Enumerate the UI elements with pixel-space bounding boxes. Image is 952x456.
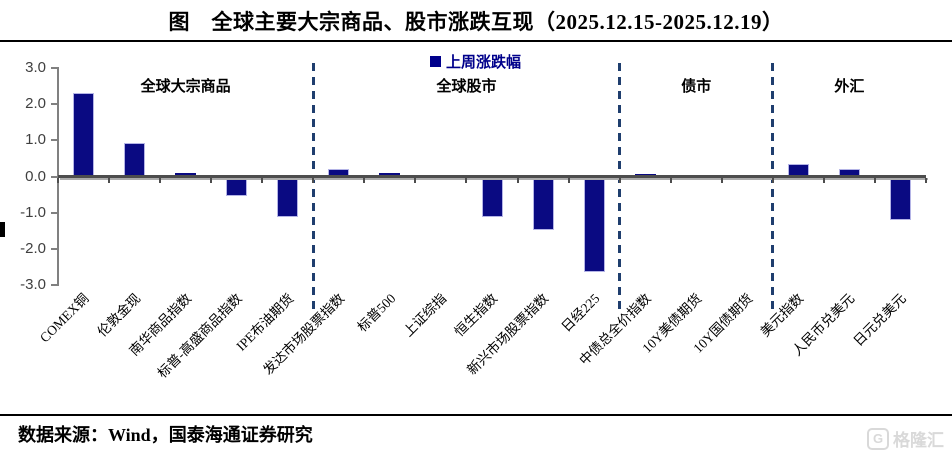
section-label: 全球大宗商品 [140, 79, 231, 95]
y-axis-tick-label: -1.0 [20, 203, 46, 221]
gelonghui-logo-icon: G [867, 427, 889, 450]
y-axis-tick [51, 67, 58, 69]
legend-label: 上周涨跌幅 [446, 55, 522, 71]
bar [583, 177, 605, 273]
x-axis-label: 美元指数 [757, 290, 807, 340]
bar [277, 177, 299, 217]
title-divider [0, 40, 952, 42]
y-axis-tick [51, 103, 58, 106]
bar [889, 177, 911, 221]
x-axis-tick [925, 178, 927, 183]
x-axis-tick [567, 178, 570, 183]
x-axis-label: 伦敦金现 [94, 290, 143, 340]
x-axis-tick [414, 178, 417, 183]
x-axis-tick [465, 178, 468, 183]
x-axis-tick [261, 178, 264, 183]
x-axis-tick [822, 178, 825, 183]
section-label: 债市 [681, 79, 712, 95]
y-axis-tick [51, 284, 58, 287]
y-axis-tick-label: 2.0 [25, 95, 46, 113]
watermark-text: 格隆汇 [893, 431, 944, 450]
x-axis-tick [771, 178, 774, 183]
y-axis-tick-label: 3.0 [25, 59, 46, 76]
y-axis-tick [51, 139, 58, 142]
y-axis-tick-label: -2.0 [20, 239, 46, 257]
x-axis-label: 日经225 [558, 290, 603, 335]
x-axis-tick [312, 178, 315, 183]
y-axis-tick [51, 175, 58, 178]
section-label: 外汇 [834, 79, 865, 95]
bar [73, 92, 95, 177]
x-axis-tick [669, 178, 672, 183]
y-axis-tick [51, 211, 58, 214]
footer-divider [0, 414, 952, 416]
section-separator-line [771, 63, 775, 312]
y-axis-tick [51, 247, 58, 250]
x-axis-line [58, 175, 926, 178]
figure-title: 图 全球主要大宗商品、股市涨跌互现（2025.12.15-2025.12.19） [168, 10, 784, 34]
bar [124, 142, 146, 177]
x-axis-tick [873, 178, 876, 183]
x-axis-tick [516, 178, 519, 183]
section-separator-line [311, 63, 315, 312]
section-separator-line [618, 63, 622, 312]
bar [379, 172, 401, 177]
x-axis-tick [57, 178, 59, 183]
y-axis-tick-label: 0.0 [25, 167, 46, 185]
x-axis-label: 日元兑美元 [850, 290, 909, 350]
gelonghui-watermark: G 格隆汇 [867, 426, 944, 451]
x-axis-label: 恒生指数 [451, 290, 501, 340]
x-axis-tick [159, 178, 162, 183]
x-axis-label: 上证综指 [400, 290, 450, 340]
legend-marker-icon [430, 56, 441, 67]
screen-edge-artifact [0, 222, 5, 237]
x-axis-label: COMEX铜 [37, 290, 92, 346]
bar [532, 177, 554, 231]
x-axis-tick [720, 178, 723, 183]
chart-legend: 上周涨跌幅 [430, 51, 521, 72]
bar [481, 177, 503, 217]
x-axis-label: 标普500 [354, 290, 399, 335]
y-axis-tick-label: 1.0 [25, 131, 46, 149]
x-axis-tick [363, 178, 366, 183]
x-axis-shadow [60, 177, 928, 180]
y-axis-tick-label: -3.0 [20, 276, 46, 294]
x-axis-tick [618, 178, 621, 183]
data-source: 数据来源：Wind，国泰海通证券研究 [18, 425, 313, 445]
bar [226, 177, 248, 196]
x-axis-tick [108, 178, 111, 183]
x-axis-tick [210, 178, 213, 183]
section-label: 全球股市 [436, 79, 497, 95]
